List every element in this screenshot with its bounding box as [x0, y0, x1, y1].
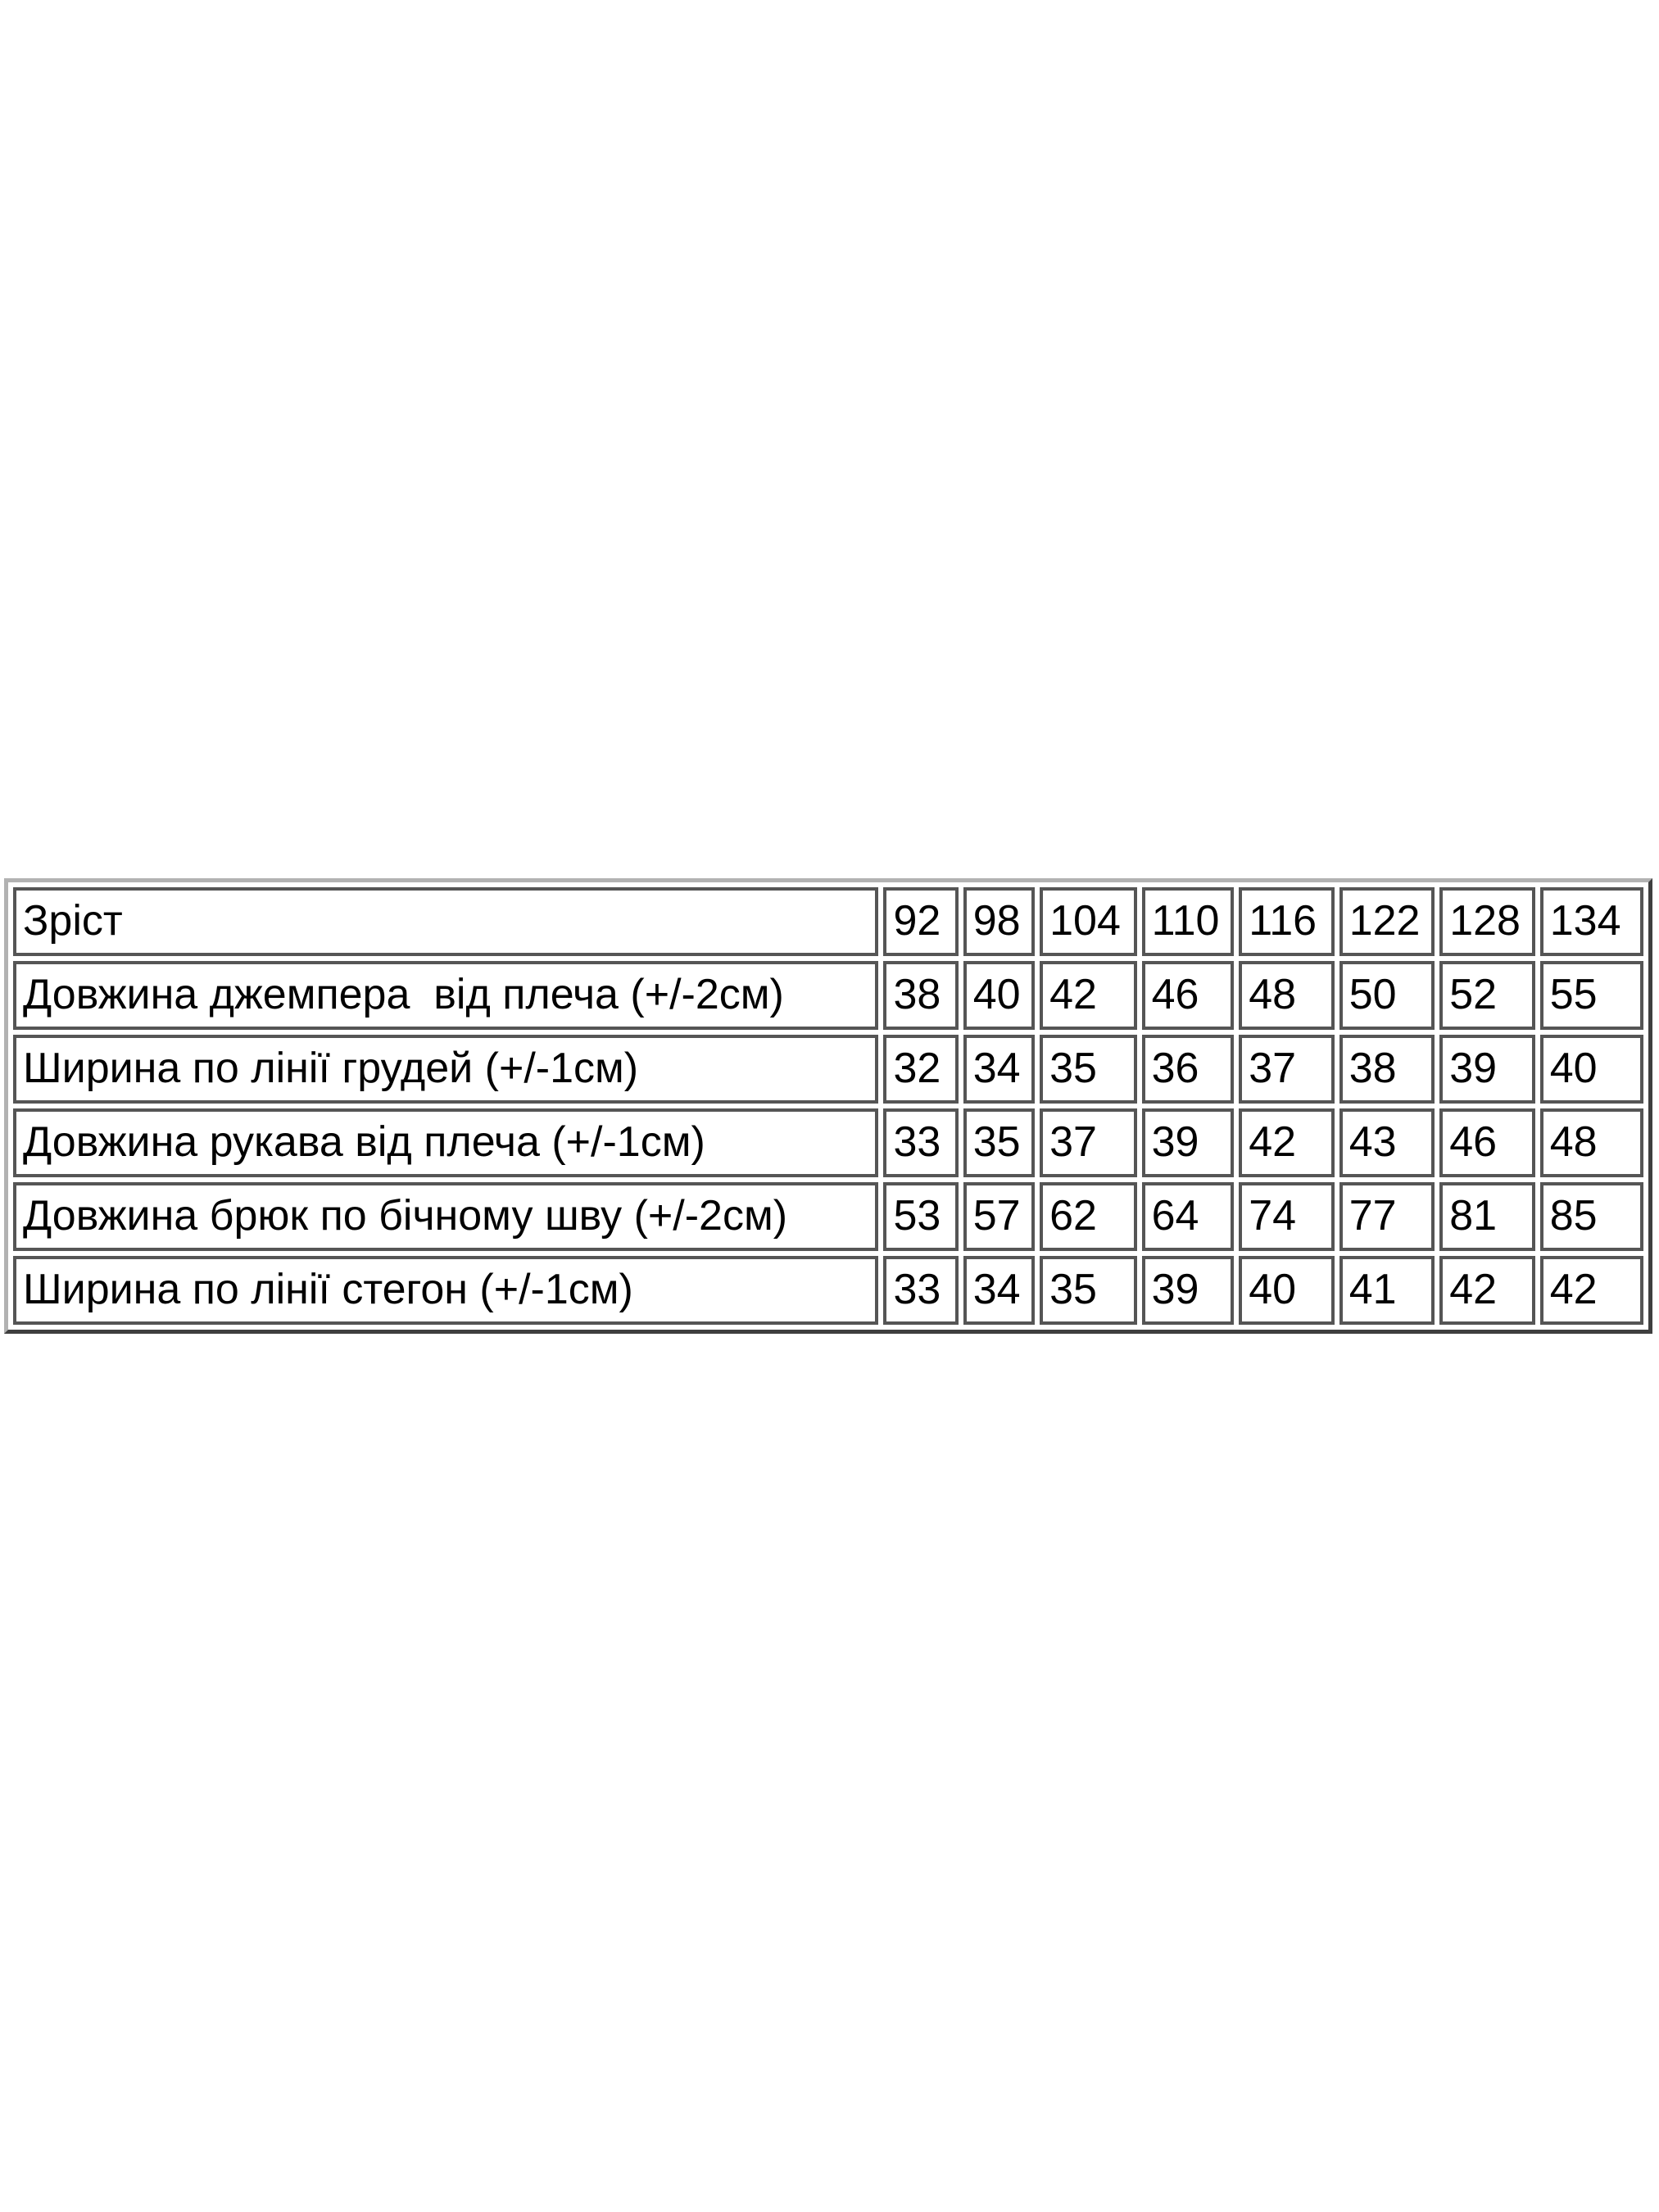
value-cell: 42 [1539, 1256, 1643, 1325]
value-cell: 81 [1439, 1182, 1535, 1251]
value-cell: 77 [1339, 1182, 1435, 1251]
value-cell: 48 [1239, 961, 1335, 1030]
row-label-cell: Довжина джемпера від плеча (+/-2см) [13, 961, 879, 1030]
value-cell: 32 [883, 1035, 959, 1104]
value-cell: 53 [883, 1182, 959, 1251]
value-cell: 36 [1141, 1035, 1235, 1104]
value-cell: 40 [1539, 1035, 1643, 1104]
value-cell: 43 [1339, 1108, 1435, 1177]
value-cell: 42 [1040, 961, 1137, 1030]
size-header-cell: 110 [1141, 887, 1235, 956]
size-header-cell: 98 [963, 887, 1036, 956]
value-cell: 39 [1439, 1035, 1535, 1104]
value-cell: 55 [1539, 961, 1643, 1030]
value-cell: 46 [1439, 1108, 1535, 1177]
value-cell: 38 [1339, 1035, 1435, 1104]
row-label-cell: Ширина по лінії грудей (+/-1см) [13, 1035, 879, 1104]
size-header-cell: 122 [1339, 887, 1435, 956]
value-cell: 57 [963, 1182, 1036, 1251]
value-cell: 50 [1339, 961, 1435, 1030]
value-cell: 42 [1239, 1108, 1335, 1177]
value-cell: 46 [1141, 961, 1235, 1030]
value-cell: 33 [883, 1108, 959, 1177]
row-label-cell: Довжина рукава від плеча (+/-1см) [13, 1108, 879, 1177]
size-header-cell: 104 [1040, 887, 1137, 956]
value-cell: 35 [963, 1108, 1036, 1177]
value-cell: 34 [963, 1035, 1036, 1104]
corner-label-cell: Зріст [13, 887, 879, 956]
value-cell: 74 [1239, 1182, 1335, 1251]
table-row: Ширина по лінії грудей (+/-1см) 32 34 35… [13, 1035, 1643, 1104]
value-cell: 40 [963, 961, 1036, 1030]
value-cell: 37 [1239, 1035, 1335, 1104]
value-cell: 64 [1141, 1182, 1235, 1251]
value-cell: 42 [1439, 1256, 1535, 1325]
value-cell: 85 [1539, 1182, 1643, 1251]
value-cell: 41 [1339, 1256, 1435, 1325]
table-row: Довжина рукава від плеча (+/-1см) 33 35 … [13, 1108, 1643, 1177]
size-chart-table: Зріст 92 98 104 110 116 122 128 134 Довж… [4, 878, 1652, 1334]
row-label-cell: Ширина по лінії стегон (+/-1см) [13, 1256, 879, 1325]
value-cell: 62 [1040, 1182, 1137, 1251]
value-cell: 34 [963, 1256, 1036, 1325]
value-cell: 39 [1141, 1108, 1235, 1177]
row-label-cell: Довжина брюк по бічному шву (+/-2см) [13, 1182, 879, 1251]
size-header-cell: 92 [883, 887, 959, 956]
value-cell: 37 [1040, 1108, 1137, 1177]
value-cell: 48 [1539, 1108, 1643, 1177]
size-header-cell: 128 [1439, 887, 1535, 956]
size-header-cell: 134 [1539, 887, 1643, 956]
value-cell: 39 [1141, 1256, 1235, 1325]
value-cell: 38 [883, 961, 959, 1030]
table-header-row: Зріст 92 98 104 110 116 122 128 134 [13, 887, 1643, 956]
table-row: Довжина джемпера від плеча (+/-2см) 38 4… [13, 961, 1643, 1030]
size-header-cell: 116 [1239, 887, 1335, 956]
value-cell: 35 [1040, 1035, 1137, 1104]
table-row: Ширина по лінії стегон (+/-1см) 33 34 35… [13, 1256, 1643, 1325]
value-cell: 35 [1040, 1256, 1137, 1325]
value-cell: 52 [1439, 961, 1535, 1030]
value-cell: 33 [883, 1256, 959, 1325]
value-cell: 40 [1239, 1256, 1335, 1325]
table-row: Довжина брюк по бічному шву (+/-2см) 53 … [13, 1182, 1643, 1251]
